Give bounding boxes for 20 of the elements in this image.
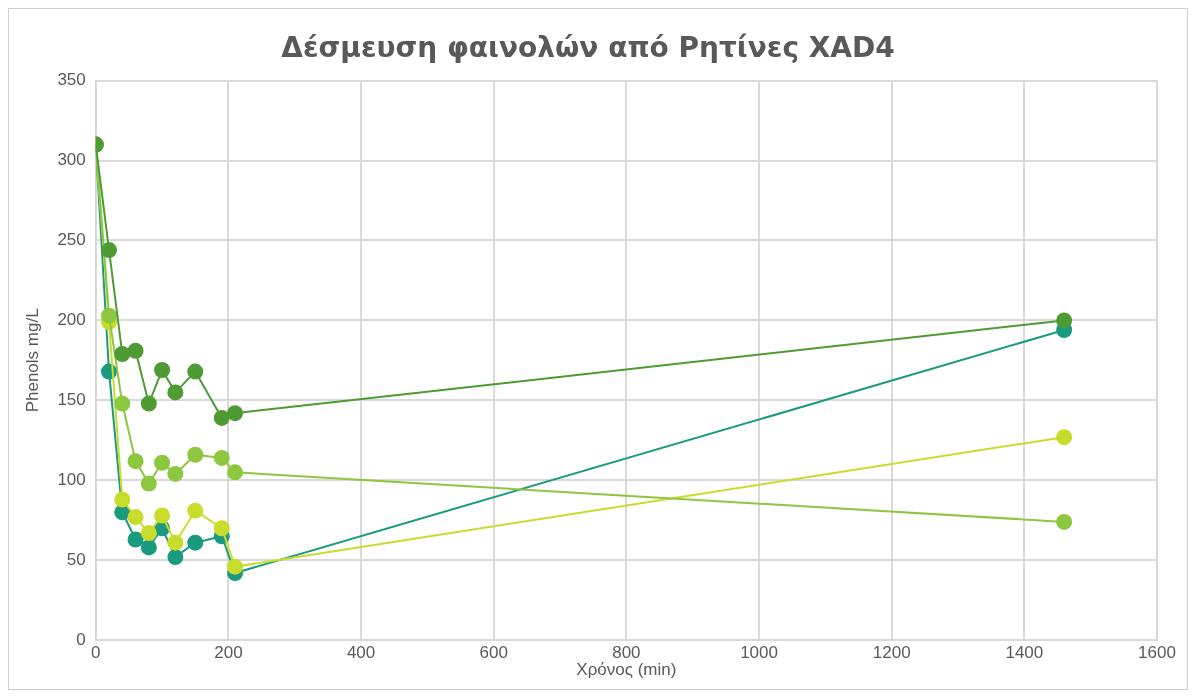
x-tick-label: 1400 <box>1005 643 1044 663</box>
x-axis-title: Χρόνος (min) <box>576 660 677 680</box>
y-tick-label: 150 <box>57 390 86 410</box>
x-tick-label: 800 <box>612 643 641 663</box>
x-tick-label: 1600 <box>1138 643 1176 663</box>
y-tick-label: 100 <box>57 470 86 489</box>
x-tick-label: 1000 <box>740 643 778 663</box>
y-tick-label: 300 <box>57 150 86 170</box>
y-tick-label: 350 <box>57 70 86 90</box>
x-tick-label: 0 <box>91 643 101 663</box>
y-tick-label: 50 <box>66 549 86 569</box>
chart-title: Δέσμευση φαινολών από Ρητίνες XAD4 <box>281 31 895 65</box>
x-tick-label: 600 <box>479 643 508 663</box>
y-tick-label: 0 <box>76 629 86 649</box>
y-axis-title: Phenols mg/L <box>22 308 42 413</box>
y-tick-label: 250 <box>57 230 86 250</box>
x-tick-label: 1200 <box>872 643 911 663</box>
y-tick-label: 200 <box>57 310 86 330</box>
x-tick-label: 200 <box>214 643 243 663</box>
x-tick-label: 400 <box>346 643 376 663</box>
